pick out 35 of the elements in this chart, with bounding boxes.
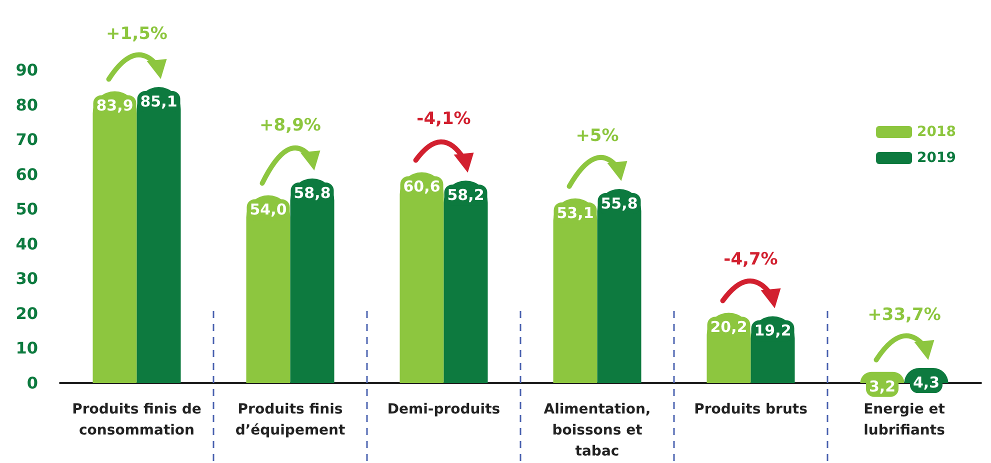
y-tick-label: 20 bbox=[16, 304, 38, 323]
y-tick-label: 90 bbox=[16, 60, 38, 80]
annotation: -4,1% bbox=[416, 109, 471, 130]
y-tick-label: 70 bbox=[16, 130, 38, 150]
annotation: +5% bbox=[576, 126, 619, 146]
x-tick-label: Produits finis de consommation bbox=[72, 402, 202, 438]
x-tick-label: Energie et lubrifiants bbox=[864, 402, 946, 438]
data-label: 19,2 bbox=[754, 322, 792, 340]
y-tick-label: 40 bbox=[16, 234, 38, 254]
y-tick-label: 60 bbox=[16, 164, 38, 184]
data-label: 83,9 bbox=[96, 96, 134, 115]
y-tick-label: 0 bbox=[26, 374, 38, 392]
data-label: 54,0 bbox=[250, 200, 287, 219]
x-tick-label: Produits bruts bbox=[694, 402, 808, 418]
data-label: 85,1 bbox=[140, 92, 178, 111]
data-label: 53,1 bbox=[556, 204, 594, 222]
y-tick-label: 30 bbox=[16, 269, 38, 288]
legend-label: 2018 bbox=[917, 124, 956, 140]
x-tick-label: Demi-produits bbox=[387, 402, 500, 418]
x-tick-label: Produits finis d’équipement bbox=[235, 402, 346, 438]
y-tick-label: 10 bbox=[16, 338, 38, 358]
text: +1,5% bbox=[106, 24, 168, 44]
data-label: 60,6 bbox=[403, 178, 440, 196]
data-label: 55,8 bbox=[600, 194, 638, 212]
x-tick-label: Alimentation, boissons et tabac bbox=[544, 402, 651, 460]
data-label: 58,2 bbox=[447, 186, 484, 204]
data-label: 58,8 bbox=[294, 184, 331, 202]
legend-label: 2019 bbox=[917, 150, 956, 166]
y-tick-label: 80 bbox=[16, 95, 38, 114]
data-label: 3,2 bbox=[868, 377, 896, 396]
annotation: -4,7% bbox=[724, 250, 778, 270]
annotation: +8,9% bbox=[260, 116, 321, 136]
annotation: +33,7% bbox=[868, 305, 941, 326]
data-label: 20,2 bbox=[710, 318, 748, 336]
y-tick-label: 50 bbox=[16, 200, 38, 219]
